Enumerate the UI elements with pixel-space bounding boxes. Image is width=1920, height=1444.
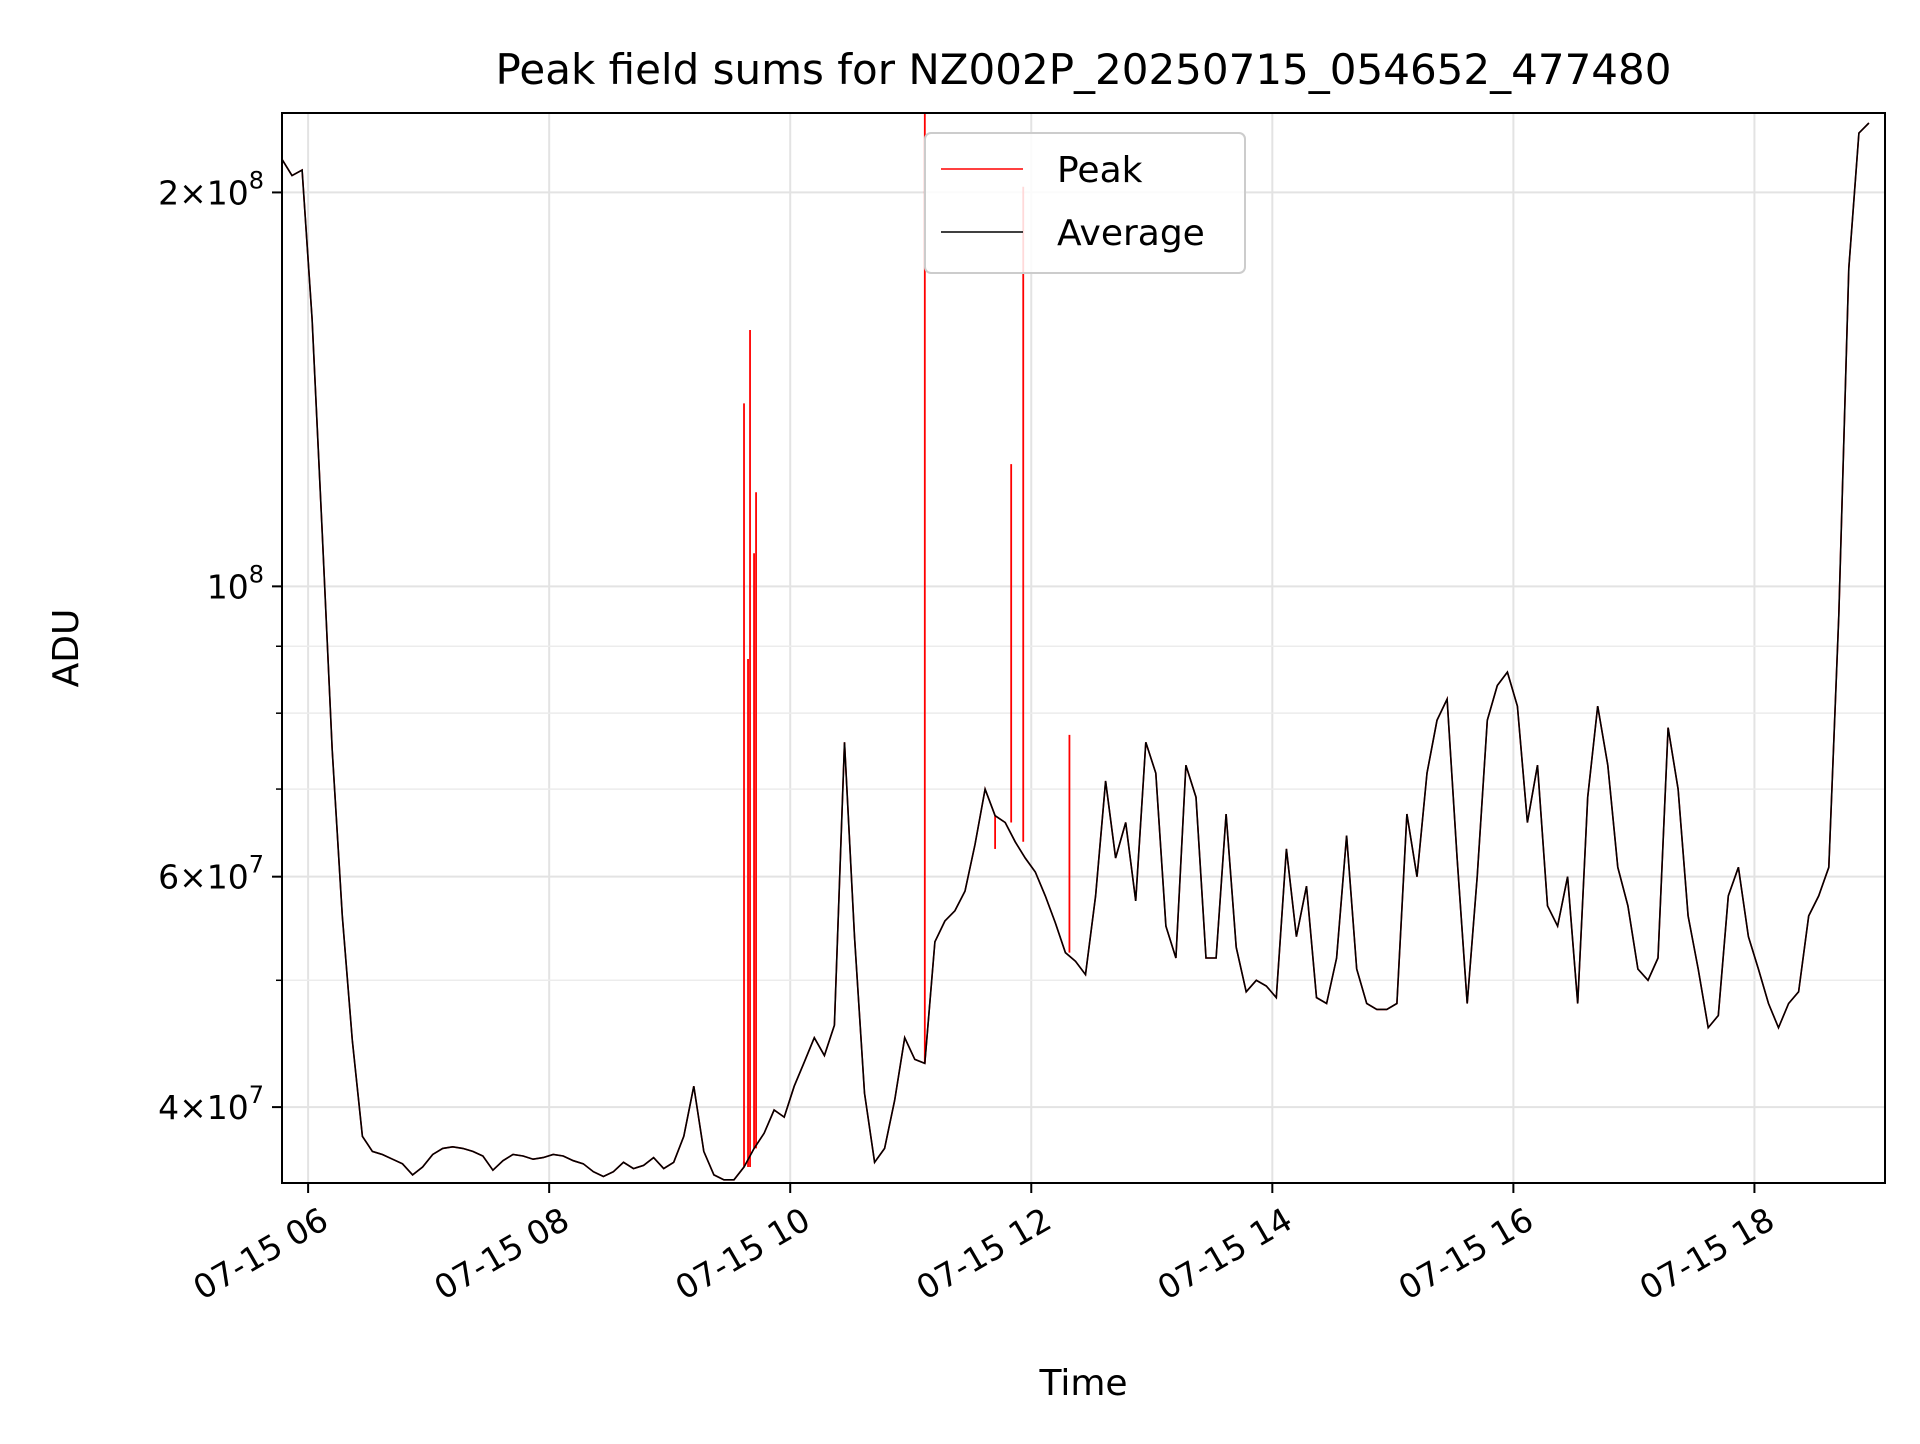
- y-tick-label: 2×108: [158, 166, 264, 212]
- series-layer: [282, 113, 1870, 1181]
- legend-average-label: Average: [1057, 213, 1205, 254]
- y-tick-label: 4×107: [158, 1081, 264, 1127]
- chart-title: Peak field sums for NZ002P_20250715_0546…: [496, 45, 1672, 94]
- y-axis-label: ADU: [46, 609, 87, 688]
- x-axis-label: Time: [1038, 1363, 1127, 1404]
- legend-peak-label: Peak: [1057, 150, 1143, 191]
- legend-box: [924, 132, 1246, 274]
- legend: Peak Average: [924, 132, 1246, 274]
- average-series-line: [282, 122, 1870, 1181]
- y-tick-label: 6×107: [158, 851, 264, 897]
- plot-frame: [281, 112, 1886, 1184]
